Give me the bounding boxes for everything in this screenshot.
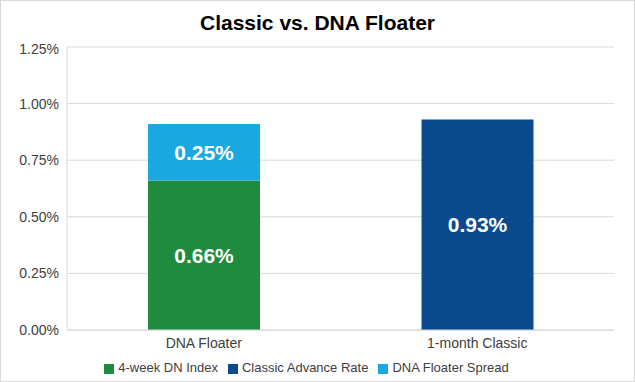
svg-text:0.25%: 0.25% xyxy=(19,265,59,281)
svg-text:1-month Classic: 1-month Classic xyxy=(427,335,527,351)
svg-text:0.00%: 0.00% xyxy=(19,322,59,338)
html-text:Classic vs. DNA Floater: Classic vs. DNA Floater xyxy=(200,11,435,34)
svg-text:0.66%: 0.66% xyxy=(174,244,234,267)
svg-text:0.25%: 0.25% xyxy=(174,141,234,164)
svg-text:1.00%: 1.00% xyxy=(19,96,59,112)
svg-text:0.93%: 0.93% xyxy=(448,213,508,236)
html-text:4-week DN Index: 4-week DN Index xyxy=(118,360,218,375)
svg-text:1.25%: 1.25% xyxy=(19,41,59,57)
html-text:Classic Advance Rate: Classic Advance Rate xyxy=(242,360,369,375)
svg-text:DNA Floater: DNA Floater xyxy=(166,335,243,351)
svg-text:0.50%: 0.50% xyxy=(19,209,59,225)
svg-text:0.75%: 0.75% xyxy=(19,152,59,168)
html-text:DNA Floater Spread: DNA Floater Spread xyxy=(392,360,509,375)
